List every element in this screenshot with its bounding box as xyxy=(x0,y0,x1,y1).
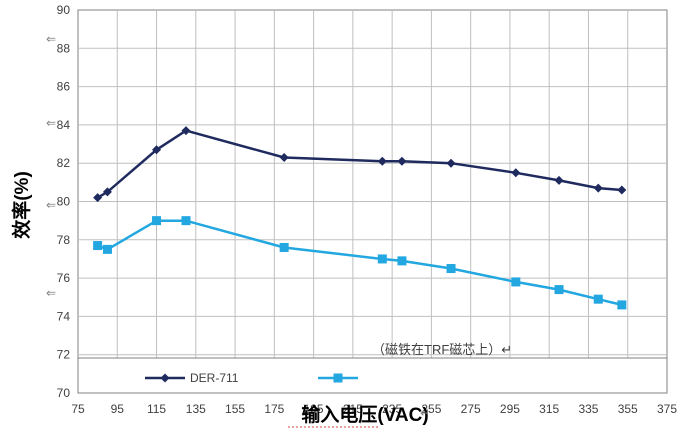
x-tick-label: 155 xyxy=(225,402,245,416)
y-tick-label: 86 xyxy=(57,80,71,94)
margin-mark: ⇐ xyxy=(46,32,56,46)
x-tick-label: 75 xyxy=(71,402,85,416)
annotation: （磁铁在TRF磁芯上）↵ xyxy=(372,342,512,357)
data-point xyxy=(617,185,627,195)
data-point xyxy=(93,241,103,251)
y-tick-label: 84 xyxy=(57,118,71,132)
legend-box xyxy=(77,357,668,394)
legend-label-1: DER-711 xyxy=(190,371,239,385)
x-axis-label: 输入电压(VAC) xyxy=(301,403,428,426)
return-mark: ↵ xyxy=(420,406,430,420)
x-tick-label: 195 xyxy=(304,402,324,416)
data-point xyxy=(593,294,603,304)
series-line-2 xyxy=(97,219,623,307)
y-tick-label: 80 xyxy=(57,195,71,209)
data-point xyxy=(554,175,564,185)
legend-marker xyxy=(333,373,343,383)
y-tick-label: 70 xyxy=(57,386,71,400)
series-line-1 xyxy=(96,129,622,199)
x-tick-label: 275 xyxy=(461,402,481,416)
data-point xyxy=(102,244,112,254)
legend-marker xyxy=(160,373,170,383)
x-tick-label: 315 xyxy=(539,402,559,416)
data-point xyxy=(93,193,103,203)
data-point xyxy=(511,168,521,178)
x-tick-label: 95 xyxy=(111,402,125,416)
y-tick-label: 90 xyxy=(57,3,71,17)
legend: DER-711 xyxy=(145,371,358,385)
x-tick-label: 255 xyxy=(421,402,441,416)
y-tick-label: 74 xyxy=(57,309,71,323)
data-point xyxy=(511,277,521,287)
margin-mark: ⇐ xyxy=(46,286,56,300)
y-axis-ticks: 70 72 74 76 78 80 82 84 86 88 90 xyxy=(57,3,71,400)
data-point xyxy=(446,264,456,274)
x-tick-label: 115 xyxy=(147,402,166,416)
y-tick-label: 78 xyxy=(57,233,71,247)
y-tick-label: 88 xyxy=(57,41,71,55)
y-tick-label: 82 xyxy=(57,156,71,170)
data-point xyxy=(181,126,191,136)
x-tick-label: 335 xyxy=(578,402,598,416)
data-point xyxy=(181,216,191,226)
x-tick-label: 375 xyxy=(657,402,677,416)
data-point xyxy=(377,254,387,264)
x-tick-label: 175 xyxy=(264,402,284,416)
data-point xyxy=(377,156,387,166)
x-tick-label: 355 xyxy=(618,402,638,416)
y-tick-label: 76 xyxy=(57,271,71,285)
margin-marks: ⇐ ⇐ ⇐ ⇐ xyxy=(46,32,56,300)
data-point xyxy=(397,156,407,166)
data-point xyxy=(279,242,289,252)
data-point xyxy=(102,187,112,197)
y-tick-label: 72 xyxy=(57,348,71,362)
y-axis-label: 效率(%) xyxy=(10,171,33,239)
data-point xyxy=(152,145,162,155)
margin-mark: ⇐ xyxy=(46,116,56,130)
data-point xyxy=(152,216,162,226)
margin-mark: ⇐ xyxy=(46,198,56,212)
grid xyxy=(78,10,667,393)
x-tick-label: 235 xyxy=(382,402,402,416)
data-point xyxy=(617,300,627,310)
x-axis-ticks: 75 95 115 135 155 175 195 215 235 255 275 295 315 335… xyxy=(71,402,677,416)
x-tick-label: 215 xyxy=(343,402,363,416)
data-point xyxy=(593,183,603,193)
data-point xyxy=(554,285,564,295)
data-point xyxy=(279,152,289,162)
data-point xyxy=(397,256,407,266)
data-point xyxy=(446,158,456,168)
x-tick-label: 135 xyxy=(186,402,206,416)
x-tick-label: 295 xyxy=(500,402,520,416)
series-group xyxy=(93,126,627,310)
